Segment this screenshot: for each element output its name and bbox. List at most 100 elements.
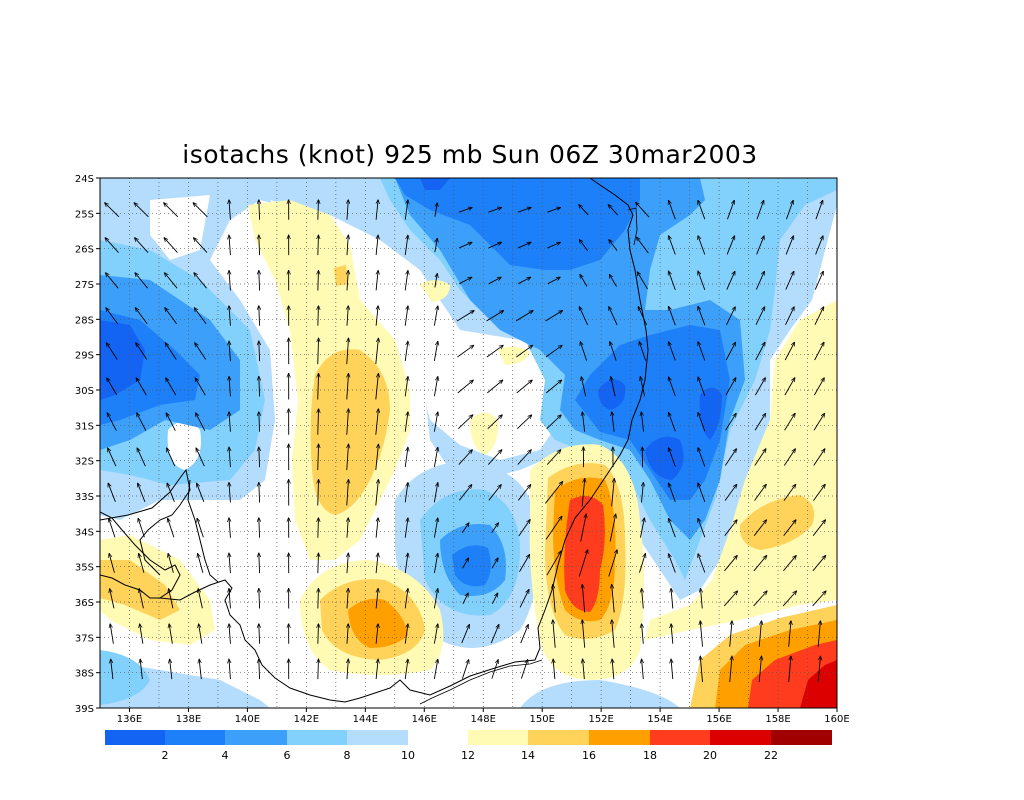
wind-vector bbox=[229, 306, 230, 326]
wind-vector bbox=[169, 624, 173, 644]
isotach-region bbox=[645, 300, 837, 640]
lon-tick-label: 144E bbox=[353, 714, 378, 725]
wind-vector bbox=[486, 311, 504, 322]
wind-vector bbox=[553, 585, 556, 613]
wind-vector bbox=[814, 342, 824, 361]
wind-vector bbox=[668, 200, 676, 220]
wind-vector bbox=[668, 412, 676, 432]
wind-vector bbox=[668, 554, 676, 573]
wind-vector bbox=[547, 277, 560, 285]
lon-tick-label: 146E bbox=[412, 714, 437, 725]
wind-vector bbox=[375, 409, 379, 435]
wind-vector bbox=[612, 659, 614, 680]
wind-vector bbox=[698, 448, 706, 467]
wind-vector bbox=[726, 271, 735, 290]
wind-vector bbox=[318, 235, 319, 256]
wind-vector bbox=[698, 377, 706, 397]
wind-vector bbox=[491, 558, 498, 569]
colorbar-swatch bbox=[105, 730, 165, 745]
wind-vector bbox=[108, 483, 116, 502]
wind-vector bbox=[139, 553, 145, 573]
wind-vector bbox=[725, 413, 737, 431]
wind-vector bbox=[376, 589, 378, 609]
wind-vector bbox=[758, 621, 761, 647]
colorbar-label: 4 bbox=[222, 749, 229, 762]
wind-vector bbox=[516, 345, 532, 358]
wind-vector bbox=[813, 378, 824, 396]
wind-vector bbox=[814, 307, 824, 325]
wind-vector bbox=[753, 555, 767, 572]
wind-vector bbox=[199, 659, 202, 680]
colorbar-label: 14 bbox=[521, 749, 535, 762]
latitude-axis: 24S 25S 26S 27S 28S 29S 30S 31S 32S 33S 34S 35S 36S 3… bbox=[75, 174, 100, 715]
wind-vector bbox=[609, 514, 616, 542]
wind-vector bbox=[788, 656, 791, 683]
wind-vector bbox=[517, 242, 531, 249]
wind-vector bbox=[729, 656, 732, 683]
wind-vector bbox=[612, 620, 615, 648]
wind-vector bbox=[724, 555, 737, 572]
wind-vector bbox=[433, 483, 437, 503]
lon-tick-label: 160E bbox=[824, 714, 849, 725]
wind-vector bbox=[668, 483, 676, 503]
lat-tick-label: 32S bbox=[75, 457, 94, 468]
colorbar-swatch bbox=[771, 730, 832, 745]
wind-vector bbox=[105, 238, 119, 253]
map-title: isotachs (knot) 925 mb Sun 06Z 30mar2003 bbox=[182, 140, 758, 169]
wind-vector bbox=[164, 273, 178, 289]
wind-vector bbox=[196, 413, 206, 431]
wind-vector bbox=[698, 200, 706, 220]
isotach-region bbox=[699, 387, 722, 440]
wind-vector bbox=[754, 378, 765, 396]
wind-vector bbox=[783, 520, 796, 536]
wind-vector bbox=[641, 412, 645, 432]
wind-vector bbox=[636, 202, 650, 218]
plot-frame bbox=[99, 177, 838, 709]
wind-vector bbox=[136, 343, 148, 360]
wind-vector bbox=[724, 449, 736, 466]
lon-tick-label: 140E bbox=[235, 714, 260, 725]
wind-vector bbox=[347, 338, 349, 365]
wind-vector bbox=[698, 306, 706, 326]
wind-vector bbox=[545, 516, 562, 540]
lat-tick-label: 26S bbox=[75, 245, 94, 256]
isotach-region bbox=[470, 412, 499, 455]
wind-vector bbox=[609, 274, 617, 287]
wind-vector bbox=[754, 413, 766, 431]
wind-vector bbox=[375, 338, 379, 365]
colorbar-label: 8 bbox=[344, 749, 351, 762]
wind-vector bbox=[580, 514, 587, 542]
wind-vector bbox=[376, 200, 378, 220]
wind-vector bbox=[105, 203, 120, 218]
wind-vector bbox=[756, 236, 764, 255]
wind-vector bbox=[788, 621, 791, 647]
wind-vector bbox=[376, 553, 378, 574]
wind-vector bbox=[404, 341, 408, 362]
wind-vector bbox=[199, 624, 203, 644]
wind-vector bbox=[259, 376, 260, 397]
wind-vector bbox=[813, 413, 825, 431]
wind-vector bbox=[785, 236, 793, 255]
wind-vector bbox=[581, 377, 587, 397]
longitude-axis: 136E 138E 140E 142E 144E 146E 148E 150E 152E 154E… bbox=[117, 708, 850, 725]
wind-vector bbox=[376, 624, 378, 644]
wind-vector bbox=[433, 659, 437, 680]
wind-vector bbox=[698, 483, 706, 503]
wind-vector bbox=[108, 448, 117, 467]
wind-vector bbox=[457, 345, 473, 358]
wind-vector bbox=[698, 412, 706, 432]
wind-vector bbox=[456, 311, 474, 322]
lat-tick-label: 28S bbox=[75, 315, 94, 326]
graticule bbox=[100, 178, 837, 708]
wind-vector bbox=[259, 553, 260, 574]
wind-vector bbox=[318, 624, 319, 644]
wind-vector bbox=[579, 307, 589, 326]
wind-vector bbox=[668, 236, 676, 255]
colorbar-swatch bbox=[165, 730, 225, 745]
wind-vector bbox=[579, 205, 589, 216]
wind-vector bbox=[375, 374, 379, 400]
wind-vector bbox=[642, 659, 644, 680]
wind-vector bbox=[668, 518, 676, 538]
colorbar-label: 20 bbox=[703, 749, 717, 762]
